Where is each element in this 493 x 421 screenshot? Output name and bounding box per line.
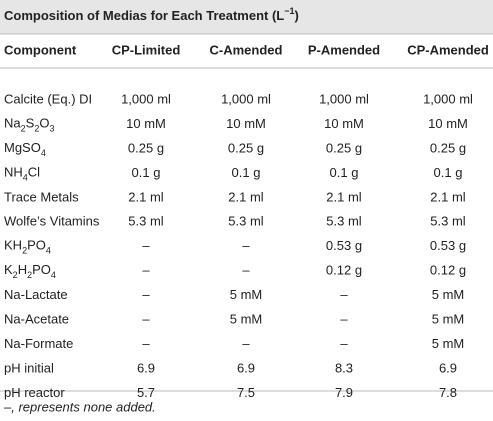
cell: – bbox=[340, 336, 348, 351]
text-part: ) bbox=[295, 8, 299, 23]
script: 2 bbox=[13, 271, 18, 281]
cell: – bbox=[242, 263, 250, 278]
footnote: –, represents none added. bbox=[3, 399, 156, 414]
cell: 7.9 bbox=[335, 385, 353, 400]
cell: 8.3 bbox=[335, 360, 353, 375]
cell: – bbox=[340, 312, 348, 327]
cell: – bbox=[142, 263, 150, 278]
row-label: Wolfe’s Vitamins bbox=[4, 214, 100, 229]
script: 4 bbox=[51, 271, 56, 281]
column-header: CP-Amended bbox=[407, 42, 489, 57]
text-part: NH bbox=[4, 165, 23, 180]
cell: 6.9 bbox=[237, 360, 255, 375]
row-label: Na-Formate bbox=[4, 336, 73, 351]
column-header: C-Amended bbox=[210, 42, 283, 57]
text-part: Cl bbox=[28, 165, 40, 180]
cell: 6.9 bbox=[137, 360, 155, 375]
script: 2 bbox=[27, 271, 32, 281]
cell: 1,000 ml bbox=[221, 91, 271, 106]
cell: – bbox=[340, 287, 348, 302]
script: 4 bbox=[23, 173, 28, 183]
cell: 0.53 g bbox=[326, 238, 362, 253]
cell: – bbox=[142, 238, 150, 253]
text-part: MgSO bbox=[4, 140, 41, 155]
cell: 0.1 g bbox=[132, 165, 161, 180]
cell: 0.1 g bbox=[232, 165, 261, 180]
cell: 0.12 g bbox=[326, 263, 362, 278]
cell: 0.25 g bbox=[430, 140, 466, 155]
cell: 2.1 ml bbox=[228, 189, 264, 204]
cell: 0.12 g bbox=[430, 263, 466, 278]
cell: 10 mM bbox=[126, 116, 166, 131]
row-label: Trace Metals bbox=[4, 189, 79, 204]
script: 2 bbox=[21, 124, 26, 134]
cell: 0.53 g bbox=[430, 238, 466, 253]
text-part: PO bbox=[27, 238, 46, 253]
row-label: Na-Acetate bbox=[4, 312, 69, 327]
text-part: S bbox=[26, 116, 35, 131]
row-label: Calcite (Eq.) DI bbox=[4, 91, 92, 106]
text-part: PO bbox=[32, 263, 51, 278]
script: 3 bbox=[49, 124, 54, 134]
text-part: KH bbox=[4, 238, 22, 253]
row-label: Na2S2O3 bbox=[4, 116, 54, 134]
cell: – bbox=[242, 336, 250, 351]
cell: 5 mM bbox=[432, 287, 465, 302]
cell: 5.3 ml bbox=[430, 214, 466, 229]
cell: – bbox=[142, 336, 150, 351]
script: 2 bbox=[22, 246, 27, 256]
cell: – bbox=[242, 238, 250, 253]
cell: 5 mM bbox=[432, 312, 465, 327]
cell: 5.3 ml bbox=[228, 214, 264, 229]
row-label: NH4Cl bbox=[4, 165, 40, 183]
cell: 5.7 bbox=[137, 385, 155, 400]
cell: 1,000 ml bbox=[121, 91, 171, 106]
row-label: pH reactor bbox=[4, 385, 65, 400]
cell: 10 mM bbox=[428, 116, 468, 131]
cell: 2.1 ml bbox=[430, 189, 466, 204]
cell: 5.3 ml bbox=[128, 214, 164, 229]
cell: 5 mM bbox=[230, 287, 263, 302]
script: 4 bbox=[41, 148, 46, 158]
cell: 0.1 g bbox=[434, 165, 463, 180]
cell: 7.5 bbox=[237, 385, 255, 400]
cell: 5.3 ml bbox=[326, 214, 362, 229]
cell: 1,000 ml bbox=[319, 91, 369, 106]
cell: 10 mM bbox=[226, 116, 266, 131]
column-header: CP-Limited bbox=[112, 42, 181, 57]
row-label: K2H2PO4 bbox=[4, 263, 56, 281]
cell: 5 mM bbox=[432, 336, 465, 351]
cell: – bbox=[142, 312, 150, 327]
cell: 1,000 ml bbox=[423, 91, 473, 106]
cell: 6.9 bbox=[439, 360, 457, 375]
column-header: P-Amended bbox=[308, 42, 380, 57]
cell: 0.25 g bbox=[326, 140, 362, 155]
cell: 10 mM bbox=[324, 116, 364, 131]
cell: – bbox=[142, 287, 150, 302]
cell: 2.1 ml bbox=[128, 189, 164, 204]
row-label: Na-Lactate bbox=[4, 287, 68, 302]
column-header: Component bbox=[4, 42, 77, 57]
cell: 5 mM bbox=[230, 312, 263, 327]
cell: 2.1 ml bbox=[326, 189, 362, 204]
row-label: pH initial bbox=[4, 360, 54, 375]
cell: 7.8 bbox=[439, 385, 457, 400]
row-label: KH2PO4 bbox=[4, 238, 51, 256]
cell: 0.25 g bbox=[228, 140, 264, 155]
cell: 0.1 g bbox=[330, 165, 359, 180]
title-background bbox=[0, 0, 493, 34]
text-part: K bbox=[4, 263, 13, 278]
text-part: O bbox=[39, 116, 49, 131]
text-part: Na bbox=[4, 116, 21, 131]
text-part: H bbox=[18, 263, 27, 278]
text-part: Composition of Medias for Each Treatment… bbox=[4, 8, 284, 23]
script: −1 bbox=[284, 6, 294, 16]
script: 2 bbox=[34, 124, 39, 134]
cell: 0.25 g bbox=[128, 140, 164, 155]
row-label: MgSO4 bbox=[4, 140, 46, 158]
script: 4 bbox=[46, 246, 51, 256]
table-title: Composition of Medias for Each Treatment… bbox=[4, 6, 299, 23]
